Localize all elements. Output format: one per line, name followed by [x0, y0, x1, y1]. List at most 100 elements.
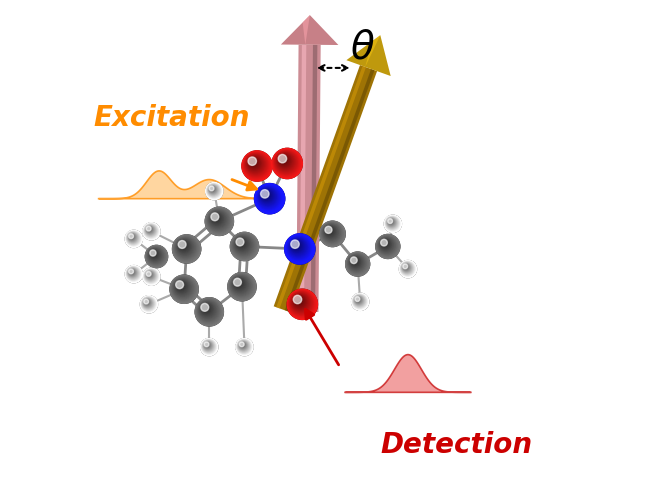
Circle shape	[352, 259, 357, 264]
Circle shape	[150, 250, 159, 259]
Circle shape	[201, 339, 218, 356]
Circle shape	[289, 291, 314, 316]
Circle shape	[352, 294, 368, 310]
Circle shape	[201, 303, 209, 311]
Circle shape	[147, 272, 153, 278]
Circle shape	[248, 157, 257, 165]
Circle shape	[142, 298, 154, 309]
Circle shape	[383, 242, 385, 244]
Circle shape	[286, 235, 313, 263]
Circle shape	[246, 154, 265, 175]
Circle shape	[129, 234, 136, 241]
Circle shape	[390, 221, 391, 222]
Circle shape	[172, 277, 194, 299]
Circle shape	[148, 227, 151, 231]
Circle shape	[195, 298, 222, 325]
Circle shape	[141, 296, 156, 312]
Circle shape	[354, 296, 364, 305]
Circle shape	[382, 241, 389, 247]
Circle shape	[354, 295, 366, 307]
Circle shape	[236, 339, 253, 356]
Circle shape	[286, 235, 312, 262]
Circle shape	[145, 300, 150, 306]
Circle shape	[292, 241, 302, 250]
Circle shape	[130, 235, 134, 239]
Circle shape	[127, 232, 139, 243]
Circle shape	[326, 227, 334, 235]
Circle shape	[357, 299, 358, 300]
Circle shape	[237, 282, 240, 284]
Circle shape	[325, 226, 332, 233]
Circle shape	[127, 232, 139, 244]
Circle shape	[277, 153, 293, 170]
Circle shape	[143, 268, 160, 285]
Circle shape	[248, 157, 260, 170]
Circle shape	[141, 296, 158, 313]
Circle shape	[143, 223, 159, 239]
Circle shape	[203, 341, 214, 351]
Circle shape	[246, 154, 266, 175]
Circle shape	[172, 235, 201, 263]
Circle shape	[273, 149, 301, 177]
Circle shape	[207, 209, 230, 231]
Circle shape	[294, 297, 304, 306]
Circle shape	[245, 153, 267, 176]
Circle shape	[176, 282, 186, 292]
Circle shape	[352, 294, 368, 309]
Circle shape	[261, 190, 273, 202]
Polygon shape	[274, 65, 377, 312]
Circle shape	[131, 235, 133, 238]
Circle shape	[147, 272, 152, 278]
Circle shape	[380, 238, 393, 251]
Circle shape	[279, 155, 290, 166]
Circle shape	[232, 234, 255, 258]
Circle shape	[131, 236, 133, 237]
Circle shape	[170, 275, 198, 303]
Circle shape	[348, 255, 366, 272]
Circle shape	[145, 224, 157, 237]
Circle shape	[147, 227, 153, 233]
Circle shape	[240, 241, 242, 244]
Circle shape	[382, 241, 388, 246]
Circle shape	[147, 247, 164, 264]
Circle shape	[351, 258, 360, 266]
Circle shape	[201, 303, 213, 316]
Circle shape	[350, 257, 357, 264]
Circle shape	[236, 237, 249, 251]
Circle shape	[146, 301, 147, 303]
Circle shape	[176, 238, 195, 257]
Circle shape	[143, 299, 152, 307]
Circle shape	[128, 269, 137, 278]
Circle shape	[236, 339, 252, 355]
Circle shape	[147, 272, 153, 279]
Circle shape	[145, 245, 168, 268]
Circle shape	[148, 249, 161, 262]
Circle shape	[209, 186, 218, 195]
Circle shape	[144, 224, 158, 238]
Circle shape	[278, 154, 292, 169]
Circle shape	[178, 282, 185, 290]
Circle shape	[145, 225, 156, 235]
Circle shape	[403, 264, 408, 269]
Circle shape	[208, 185, 219, 196]
Circle shape	[325, 226, 337, 238]
Circle shape	[376, 235, 399, 258]
Circle shape	[291, 240, 303, 253]
Circle shape	[151, 251, 157, 257]
Circle shape	[272, 148, 302, 179]
Circle shape	[349, 256, 364, 270]
Circle shape	[130, 270, 134, 274]
Circle shape	[278, 154, 291, 167]
Circle shape	[129, 234, 135, 240]
Circle shape	[350, 256, 362, 269]
Circle shape	[209, 211, 227, 229]
Circle shape	[178, 240, 191, 254]
Circle shape	[231, 233, 258, 260]
Circle shape	[238, 341, 249, 352]
Circle shape	[147, 273, 152, 277]
Polygon shape	[311, 45, 317, 312]
Circle shape	[240, 343, 246, 349]
Circle shape	[261, 190, 274, 203]
Circle shape	[125, 230, 143, 247]
Circle shape	[255, 184, 284, 214]
